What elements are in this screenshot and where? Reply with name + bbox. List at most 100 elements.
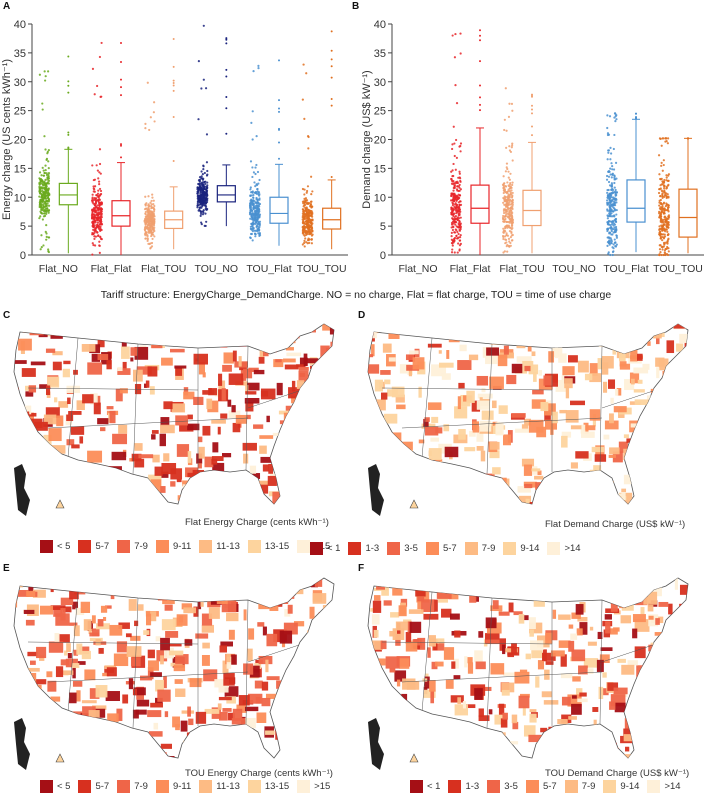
utility-region: [662, 370, 671, 378]
data-point: [99, 172, 102, 175]
utility-region: [438, 350, 442, 354]
utility-region: [82, 749, 95, 758]
utility-region: [585, 474, 598, 482]
utility-region: [674, 578, 678, 590]
utility-region: [28, 586, 34, 594]
utility-region: [679, 409, 688, 414]
utility-region: [464, 447, 476, 452]
data-point: [258, 178, 261, 182]
utility-region: [614, 592, 622, 596]
utility-region: [466, 477, 476, 488]
utility-region: [62, 606, 72, 613]
data-point: [250, 194, 253, 197]
data-point: [100, 192, 103, 196]
utility-region: [68, 692, 77, 704]
utility-region: [38, 327, 48, 338]
data-point: [150, 199, 153, 203]
data-point: [96, 204, 99, 207]
legend-label: 9-14: [520, 543, 540, 554]
data-point: [252, 206, 255, 209]
utility-region: [76, 643, 83, 655]
outlier-point: [635, 112, 637, 115]
utility-region: [571, 695, 577, 699]
utility-region: [159, 506, 173, 515]
utility-region: [45, 348, 56, 353]
data-point: [450, 207, 453, 210]
utility-region: [164, 604, 173, 611]
data-point: [502, 209, 506, 212]
data-point: [100, 41, 103, 45]
outlier-point: [330, 104, 333, 107]
utility-region: [160, 743, 172, 749]
utility-region: [374, 379, 384, 392]
utility-region: [684, 410, 688, 415]
utility-region: [583, 658, 599, 668]
utility-region: [172, 716, 180, 728]
data-point: [502, 227, 505, 230]
data-point: [310, 206, 313, 209]
outlier-point: [479, 34, 481, 37]
utility-region: [284, 578, 295, 583]
utility-region: [102, 672, 110, 677]
utility-region: [511, 643, 517, 655]
utility-region: [667, 430, 671, 438]
utility-region: [266, 326, 275, 333]
y-tick-label: 20: [374, 135, 386, 147]
utility-region: [259, 435, 274, 439]
x-tick-label: TOU_NO: [195, 263, 239, 275]
utility-region: [214, 732, 226, 739]
data-point: [98, 206, 101, 209]
utility-region: [286, 671, 296, 677]
utility-region: [653, 330, 662, 339]
utility-region: [285, 334, 295, 341]
data-point: [92, 225, 95, 228]
data-point: [667, 233, 670, 236]
data-point: [256, 212, 259, 215]
utility-region: [634, 467, 639, 478]
utility-region: [425, 673, 429, 678]
data-point: [203, 171, 206, 175]
data-point: [153, 235, 156, 238]
utility-region: [597, 631, 603, 640]
outlier-point: [330, 98, 333, 101]
utility-region: [170, 481, 176, 487]
data-point: [507, 204, 510, 207]
data-point: [665, 203, 668, 206]
data-point: [45, 173, 49, 177]
utility-region: [625, 578, 636, 585]
utility-region: [218, 373, 223, 386]
utility-region: [616, 592, 623, 599]
utility-region: [645, 709, 661, 721]
utility-region: [214, 679, 230, 688]
utility-region: [566, 330, 574, 341]
data-point: [148, 210, 151, 213]
data-point: [659, 235, 663, 238]
utility-region: [559, 409, 567, 414]
utility-region: [135, 325, 149, 329]
data-point: [458, 220, 461, 223]
utility-region: [14, 411, 18, 418]
utility-region: [147, 710, 162, 718]
data-point: [502, 191, 505, 195]
data-point: [251, 221, 255, 224]
utility-region: [264, 329, 272, 334]
utility-region: [571, 493, 578, 504]
data-point: [96, 213, 99, 217]
outlier-point: [172, 116, 175, 119]
utility-region: [495, 422, 504, 436]
utility-region: [122, 694, 129, 704]
data-point: [664, 221, 668, 224]
utility-region: [483, 757, 492, 758]
outlier-point: [172, 79, 175, 82]
utility-region: [666, 340, 675, 354]
data-point: [661, 239, 664, 242]
data-point: [306, 185, 310, 188]
utility-region: [175, 688, 186, 697]
utility-region: [459, 582, 466, 593]
utility-region: [315, 427, 321, 438]
utility-region: [193, 396, 204, 405]
data-point: [659, 178, 662, 181]
data-point: [614, 217, 618, 221]
utility-region: [550, 477, 563, 490]
utility-region: [465, 331, 476, 342]
